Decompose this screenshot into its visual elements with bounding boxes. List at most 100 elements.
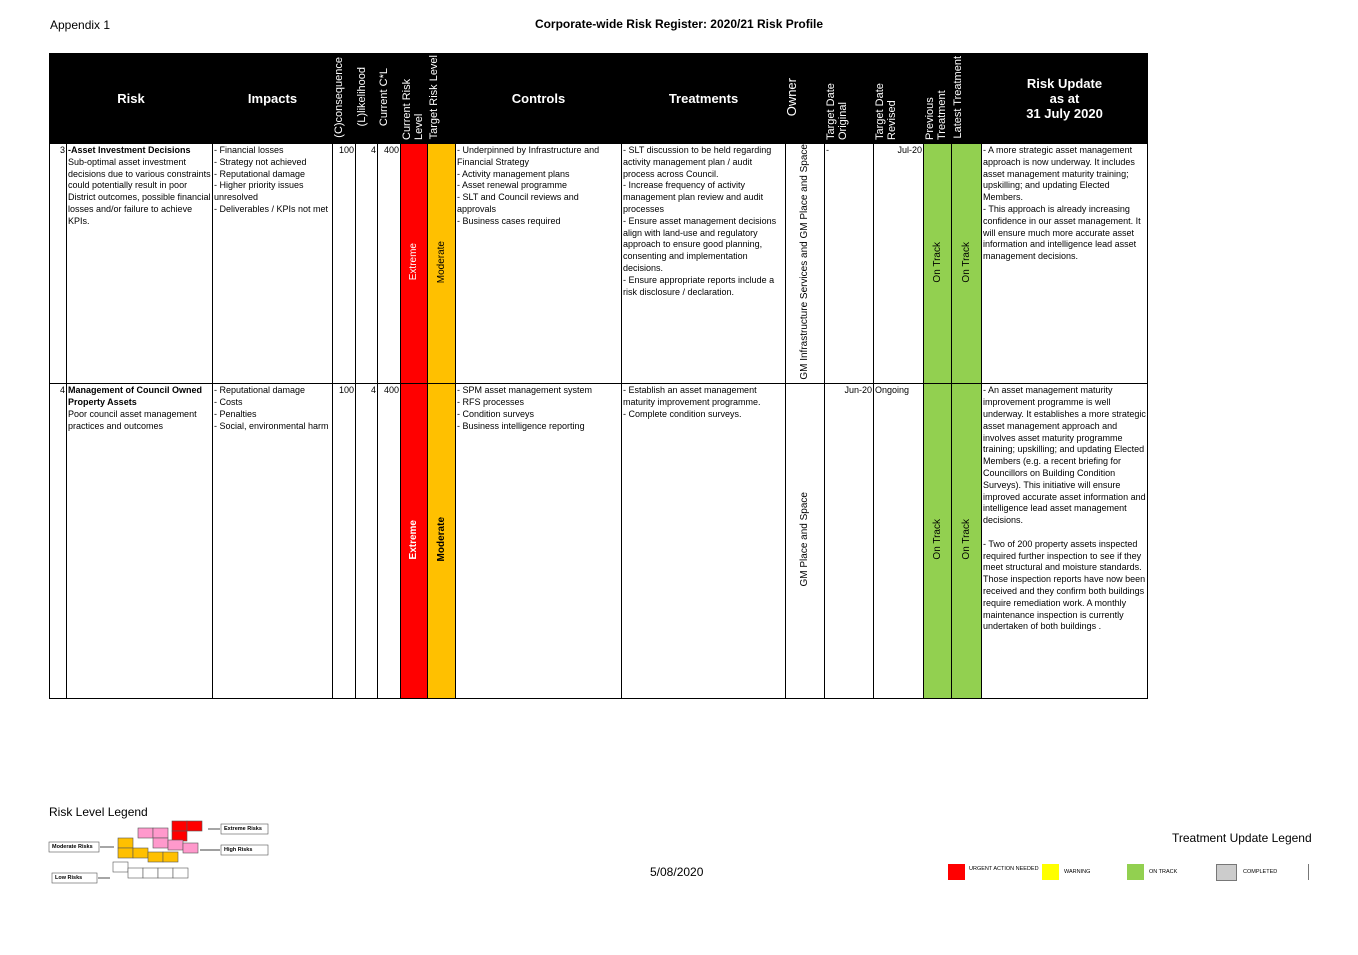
- current-risk-level-text: Extreme: [408, 519, 419, 560]
- column-header: Target Date Revised: [873, 53, 924, 144]
- column-header-text: Controls: [511, 91, 566, 106]
- header-row: Risk Impacts (C)consequence (L)likelihood Cu…: [49, 53, 1148, 144]
- latest-treatment-text: On Track: [960, 519, 972, 560]
- update-paragraph: - This approach is already increasing co…: [983, 203, 1141, 262]
- target-date-revised: Ongoing: [873, 383, 924, 700]
- treatment-item: - Complete condition surveys.: [623, 409, 742, 420]
- legend-low: Low Risks: [55, 875, 83, 881]
- column-header: Risk: [49, 53, 213, 144]
- column-header-text: Latest Treatment: [952, 55, 964, 139]
- latest-treatment: On Track: [951, 142, 982, 385]
- risk-legend-graphic: [48, 820, 269, 884]
- update-paragraph: - An asset management maturity improveme…: [983, 385, 1146, 526]
- owner: GM Place and Space: [785, 383, 825, 700]
- risk-row: 4 Management of Council Owned Property As…: [49, 383, 1148, 700]
- treatment-item: - Ensure appropriate reports include a r…: [623, 274, 775, 297]
- impacts-cell: - Financial losses - Strategy not achieve…: [212, 142, 333, 385]
- table-body: 3 -Asset Investment Decisions Sub-optimal …: [49, 142, 1148, 700]
- column-header: (L)likelihood: [355, 53, 378, 144]
- column-header-text: Target Risk Level: [428, 54, 440, 140]
- target-date-original: -: [824, 142, 874, 385]
- column-header-text: Risk: [117, 91, 145, 106]
- risk-legend-title: Risk Level Legend: [49, 805, 148, 819]
- owner-text: GM Place and Space: [799, 492, 810, 587]
- legend-urgent: URGENT ACTION NEEDED: [969, 866, 1039, 872]
- legend-on-track: ON TRACK: [1149, 869, 1178, 875]
- column-header: Latest Treatment: [951, 53, 982, 144]
- legend-high: High Risks: [224, 847, 253, 853]
- column-header-text: Impacts: [247, 91, 298, 106]
- page-title: Corporate-wide Risk Register: 2020/21 Ri…: [534, 17, 824, 31]
- consequence: 100: [332, 142, 356, 385]
- treatment-item: - SLT discussion to be held regarding ac…: [623, 145, 772, 179]
- column-header-text: (L)likelihood: [356, 67, 368, 127]
- impact-item: - Higher priority issues unresolved: [214, 180, 304, 203]
- target-risk-level: Moderate: [427, 142, 456, 385]
- legend-warning: WARNING: [1064, 869, 1091, 875]
- latest-treatment: On Track: [951, 383, 982, 700]
- treatments-cell: - Establish an asset management maturity…: [621, 383, 786, 700]
- update-paragraph: - Two of 200 property assets inspected r…: [983, 538, 1146, 632]
- treatment-legend-title: Treatment Update Legend: [1172, 831, 1312, 845]
- column-header-text: Treatments: [668, 91, 739, 106]
- legend-moderate: Moderate Risks: [52, 844, 93, 850]
- appendix-label: Appendix 1: [50, 18, 111, 32]
- control-item: - SPM asset management system: [457, 385, 593, 396]
- impact-item: - Penalties: [214, 409, 257, 420]
- current-cl: 400: [377, 142, 401, 385]
- risk-row: 3 -Asset Investment Decisions Sub-optimal …: [49, 142, 1148, 385]
- column-header: Controls: [455, 53, 622, 144]
- risk-title: Management of Council Owned Property Ass…: [68, 385, 203, 408]
- current-risk-level-text: Extreme: [408, 243, 419, 281]
- target-date-revised: Jul-20: [873, 142, 924, 385]
- current-cl: 400: [377, 383, 401, 700]
- column-header: Previous Treatment: [923, 53, 952, 144]
- column-header-text: Risk Update as at 31 July 2020: [1026, 76, 1103, 121]
- treatments-cell: - SLT discussion to be held regarding ac…: [621, 142, 786, 385]
- risk-title: -Asset Investment Decisions: [68, 145, 191, 155]
- target-risk-level-text: Moderate: [435, 240, 447, 283]
- swatch-completed: [1216, 864, 1237, 881]
- column-header: Risk Update as at 31 July 2020: [981, 53, 1148, 144]
- control-item: - Underpinned by Infrastructure and Fina…: [457, 145, 600, 167]
- impact-item: - Reputational damage: [214, 168, 306, 179]
- footer-date: 5/08/2020: [650, 865, 704, 879]
- treatment-item: - Increase frequency of activity managem…: [623, 180, 764, 214]
- latest-treatment-text: On Track: [960, 241, 972, 283]
- column-header: Impacts: [212, 53, 333, 144]
- legend-extreme: Extreme Risks: [224, 826, 262, 832]
- previous-treatment-text: On Track: [931, 519, 943, 560]
- control-item: - Business intelligence reporting: [457, 420, 585, 431]
- update-paragraph: - A more strategic asset management appr…: [983, 145, 1135, 203]
- column-header-text: (C)consequence: [333, 56, 345, 138]
- target-date-original: Jun-20: [824, 383, 874, 700]
- control-item: - SLT and Council reviews and approvals: [457, 192, 579, 214]
- column-header: Target Date Original: [824, 53, 874, 144]
- target-risk-level: Moderate: [427, 383, 456, 700]
- swatch-urgent: [948, 864, 965, 880]
- risk-update-cell: - A more strategic asset management appr…: [981, 142, 1148, 385]
- column-header-text: Target Date Revised: [874, 83, 898, 140]
- owner-text: GM Infrastructure Services and GM Place …: [799, 144, 810, 380]
- column-header: Current Risk Level: [400, 53, 428, 144]
- risk-description: Poor council asset management practices …: [68, 409, 197, 431]
- impact-item: - Financial losses: [214, 145, 284, 155]
- impact-item: - Deliverables / KPIs not met: [214, 203, 329, 214]
- legend-completed: COMPLETED: [1243, 869, 1278, 875]
- control-item: - Business cases required: [457, 215, 561, 226]
- column-header: (C)consequence: [332, 53, 356, 144]
- control-item: - Asset renewal programme: [457, 180, 568, 191]
- risk-cell: -Asset Investment Decisions Sub-optimal a…: [66, 142, 213, 385]
- controls-cell: - Underpinned by Infrastructure and Fina…: [455, 142, 622, 385]
- column-header-text: Current Risk Level: [401, 78, 425, 140]
- consequence: 100: [332, 383, 356, 700]
- impact-item: - Costs: [214, 397, 243, 408]
- risk-number: 3: [49, 142, 67, 385]
- column-header: Owner: [784, 53, 825, 144]
- likelihood: 4: [355, 142, 378, 385]
- column-header-text: Current C*L: [378, 67, 390, 127]
- risk-table: Risk Impacts (C)consequence (L)likelihood Cu…: [49, 53, 1148, 700]
- column-header: Treatments: [621, 53, 786, 144]
- treatment-item: - Establish an asset management maturity…: [623, 385, 761, 408]
